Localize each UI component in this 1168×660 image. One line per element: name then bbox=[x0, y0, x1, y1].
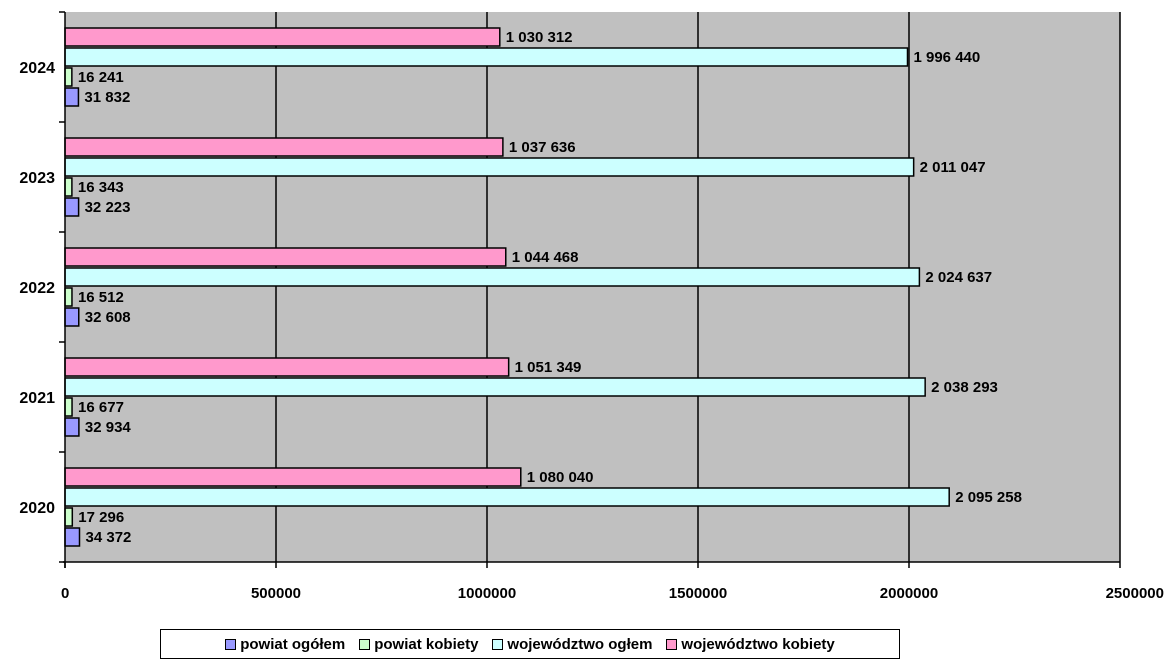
legend-item-powiat-ogolem: powiat ogółem bbox=[225, 636, 345, 653]
bar-2023-series-1 bbox=[64, 177, 73, 197]
data-label-2023-series-1: 16 343 bbox=[78, 179, 124, 196]
data-label-2022-series-3: 1 044 468 bbox=[512, 249, 579, 266]
bar-2024-series-2 bbox=[64, 47, 909, 67]
x-tick-label-2000000: 2000000 bbox=[880, 585, 938, 602]
data-label-2020-series-3: 1 080 040 bbox=[527, 469, 594, 486]
bar-2022-series-1 bbox=[64, 287, 73, 307]
bar-2021-series-3 bbox=[64, 357, 510, 377]
data-label-2023-series-0: 32 223 bbox=[85, 199, 131, 216]
y-tick-label-2023: 2023 bbox=[19, 170, 55, 187]
bar-2021-series-1 bbox=[64, 397, 73, 417]
data-label-2023-series-3: 1 037 636 bbox=[509, 139, 576, 156]
data-label-2021-series-1: 16 677 bbox=[78, 399, 124, 416]
bar-2020-series-1 bbox=[64, 507, 74, 527]
x-tick-label-500000: 500000 bbox=[251, 585, 301, 602]
y-tick-label-2020: 2020 bbox=[19, 500, 55, 517]
legend-label-wojewodztwo-ogolem: województwo ogłem bbox=[507, 635, 653, 653]
bar-2024-series-1 bbox=[64, 67, 73, 87]
bar-2024-series-3 bbox=[64, 27, 501, 47]
legend-label-powiat-ogolem: powiat ogółem bbox=[240, 635, 346, 653]
y-tick-label-2022: 2022 bbox=[19, 280, 55, 297]
data-label-2024-series-3: 1 030 312 bbox=[506, 29, 573, 46]
y-tick-label-2021: 2021 bbox=[19, 390, 55, 407]
bar-chart: 2020 2021 2022 2023 2024 0 500000 1000000 150000… bbox=[19, 11, 1164, 602]
legend-swatch-wojewodztwo-ogolem bbox=[492, 638, 504, 650]
bar-2020-series-3 bbox=[64, 467, 522, 487]
data-label-2024-series-0: 31 832 bbox=[84, 89, 130, 106]
x-tick-label-1500000: 1500000 bbox=[669, 585, 727, 602]
legend-swatch-powiat-kobiety bbox=[359, 638, 371, 650]
data-label-2021-series-2: 2 038 293 bbox=[931, 379, 998, 396]
legend: powiat ogółem powiat kobiety województwo… bbox=[160, 629, 900, 659]
data-label-2021-series-3: 1 051 349 bbox=[515, 359, 582, 376]
data-label-2020-series-0: 34 372 bbox=[86, 529, 132, 546]
bar-2022-series-2 bbox=[64, 267, 921, 287]
data-label-2021-series-0: 32 934 bbox=[85, 419, 132, 436]
data-label-2022-series-0: 32 608 bbox=[85, 309, 131, 326]
data-label-2024-series-1: 16 241 bbox=[78, 69, 124, 86]
x-tick-label-1000000: 1000000 bbox=[458, 585, 516, 602]
data-label-2023-series-2: 2 011 047 bbox=[920, 159, 986, 176]
legend-item-wojewodztwo-ogolem: województwo ogłem bbox=[492, 636, 652, 653]
bar-2022-series-0 bbox=[64, 307, 80, 327]
bar-2020-series-2 bbox=[64, 487, 950, 507]
data-label-2020-series-1: 17 296 bbox=[78, 509, 124, 526]
legend-item-powiat-kobiety: powiat kobiety bbox=[359, 636, 478, 653]
bar-2024-series-0 bbox=[64, 87, 80, 107]
legend-label-wojewodztwo-kobiety: województwo kobiety bbox=[681, 635, 835, 653]
bar-2021-series-2 bbox=[64, 377, 926, 397]
bar-2020-series-0 bbox=[64, 527, 81, 547]
legend-swatch-powiat-ogolem bbox=[225, 638, 237, 650]
data-label-2020-series-2: 2 095 258 bbox=[955, 489, 1022, 506]
x-tick-label-0: 0 bbox=[61, 585, 69, 602]
bar-2023-series-0 bbox=[64, 197, 80, 217]
x-tick-label-2500000: 2500000 bbox=[1106, 585, 1164, 602]
y-tick-label-2024: 2024 bbox=[19, 60, 55, 77]
bar-2023-series-3 bbox=[64, 137, 504, 157]
bar-2023-series-2 bbox=[64, 157, 915, 177]
legend-swatch-wojewodztwo-kobiety bbox=[666, 638, 678, 650]
legend-label-powiat-kobiety: powiat kobiety bbox=[374, 635, 479, 653]
bar-2021-series-0 bbox=[64, 417, 80, 437]
data-label-2024-series-2: 1 996 440 bbox=[913, 49, 980, 66]
data-label-2022-series-2: 2 024 637 bbox=[925, 269, 992, 286]
bar-2022-series-3 bbox=[64, 247, 507, 267]
data-label-2022-series-1: 16 512 bbox=[78, 289, 124, 306]
legend-item-wojewodztwo-kobiety: województwo kobiety bbox=[666, 635, 835, 653]
